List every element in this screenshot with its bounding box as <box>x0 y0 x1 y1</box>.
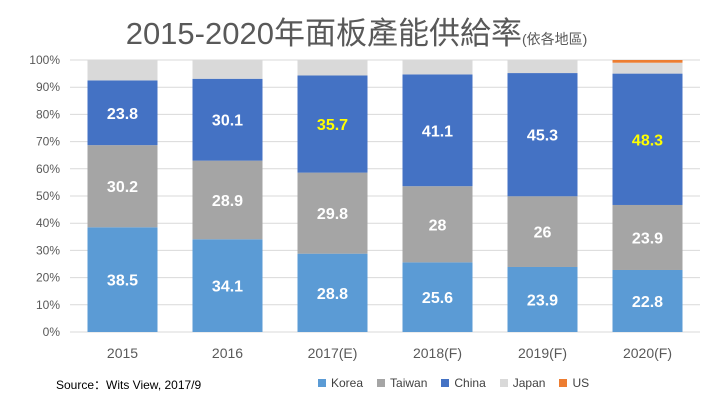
x-tick-label: 2017(E) <box>308 345 358 361</box>
legend-label: China <box>454 376 486 390</box>
bar-segment-japan <box>507 60 578 74</box>
bar-segment-china <box>612 73 683 205</box>
bar-segment-japan <box>402 60 473 75</box>
data-label-korea: 23.9 <box>527 292 558 309</box>
y-tick-label: 50% <box>36 189 60 203</box>
bar-segment-korea <box>612 269 683 332</box>
y-tick-label: 80% <box>36 107 60 121</box>
legend-swatch <box>559 379 568 387</box>
data-label-taiwan: 26 <box>534 225 552 242</box>
bar-segment-taiwan <box>612 204 683 270</box>
legend-label: Japan <box>512 376 546 390</box>
bar-segment-korea <box>87 227 158 332</box>
data-label-china: 30.1 <box>212 113 243 130</box>
y-tick-label: 70% <box>36 135 60 149</box>
bar-segment-taiwan <box>507 196 578 267</box>
y-tick-label: 100% <box>29 53 60 67</box>
data-label-china: 35.7 <box>317 117 348 134</box>
bar-segment-japan <box>192 60 263 79</box>
legend-swatch <box>318 379 326 387</box>
data-label-china: 45.3 <box>527 128 558 145</box>
x-tick-label: 2020(F) <box>623 345 672 361</box>
data-label-china: 23.8 <box>107 106 138 123</box>
legend-item-taiwan: Taiwan <box>377 376 427 390</box>
bar-segment-china <box>507 73 578 197</box>
legend-label: Taiwan <box>390 376 428 390</box>
y-tick-label: 60% <box>36 162 60 176</box>
y-tick-label: 0% <box>43 325 61 339</box>
data-label-taiwan: 28 <box>429 217 447 234</box>
y-tick-label: 90% <box>36 80 60 94</box>
x-tick-label: 2016 <box>212 345 243 361</box>
legend-item-us: US <box>559 376 589 390</box>
legend-item-china: China <box>441 376 486 390</box>
data-label-korea: 22.8 <box>632 294 663 311</box>
bar-segment-korea <box>297 253 368 332</box>
data-label-taiwan: 30.2 <box>107 179 138 196</box>
bar-segment-china <box>402 74 473 187</box>
x-tick-label: 2018(F) <box>413 345 462 361</box>
data-label-korea: 28.8 <box>317 286 348 303</box>
y-tick-label: 40% <box>36 216 60 230</box>
chart-title: 2015-2020年面板產能供給率(依各地區) <box>0 8 713 53</box>
legend-item-korea: Korea <box>318 376 363 390</box>
chart-subtitle: (依各地區) <box>521 31 588 47</box>
y-tick-label: 10% <box>36 298 60 312</box>
y-tick-label: 30% <box>36 243 60 257</box>
chart-title-main: 2015-2020年面板產能供給率 <box>125 16 522 51</box>
bar-segment-taiwan <box>297 172 368 254</box>
legend-swatch <box>499 379 508 387</box>
bar-segment-taiwan <box>87 145 158 228</box>
legend-item-japan: Japan <box>499 376 546 390</box>
bar-segment-us <box>612 60 683 63</box>
data-label-taiwan: 29.8 <box>317 206 348 223</box>
data-label-china: 48.3 <box>632 132 663 149</box>
bar-segment-china <box>297 75 368 173</box>
data-label-taiwan: 28.9 <box>212 193 243 210</box>
data-label-korea: 38.5 <box>107 273 138 290</box>
bar-segment-japan <box>297 60 368 76</box>
bar-segment-china <box>192 78 263 161</box>
bar-segment-japan <box>87 60 158 81</box>
legend-label: Korea <box>331 376 364 390</box>
bar-segment-taiwan <box>402 186 473 263</box>
x-tick-label: 2019(F) <box>518 345 567 361</box>
data-label-korea: 25.6 <box>422 290 453 307</box>
chart-legend: Korea Taiwan China Japan US <box>318 376 589 390</box>
bar-segment-korea <box>402 262 473 332</box>
bar-segment-korea <box>192 239 263 332</box>
x-tick-label: 2015 <box>107 345 138 361</box>
data-label-korea: 34.1 <box>212 279 243 296</box>
legend-label: US <box>572 376 590 390</box>
legend-swatch <box>441 379 450 387</box>
legend-swatch <box>377 379 386 387</box>
bar-segment-japan <box>612 62 683 74</box>
y-tick-label: 20% <box>36 271 60 285</box>
data-label-china: 41.1 <box>422 123 453 140</box>
source-note: Source：Wits View, 2017/9 <box>56 378 202 392</box>
bar-segment-korea <box>507 266 578 332</box>
bar-segment-taiwan <box>192 160 263 240</box>
data-label-taiwan: 23.9 <box>632 230 663 247</box>
bar-segment-china <box>87 80 158 146</box>
